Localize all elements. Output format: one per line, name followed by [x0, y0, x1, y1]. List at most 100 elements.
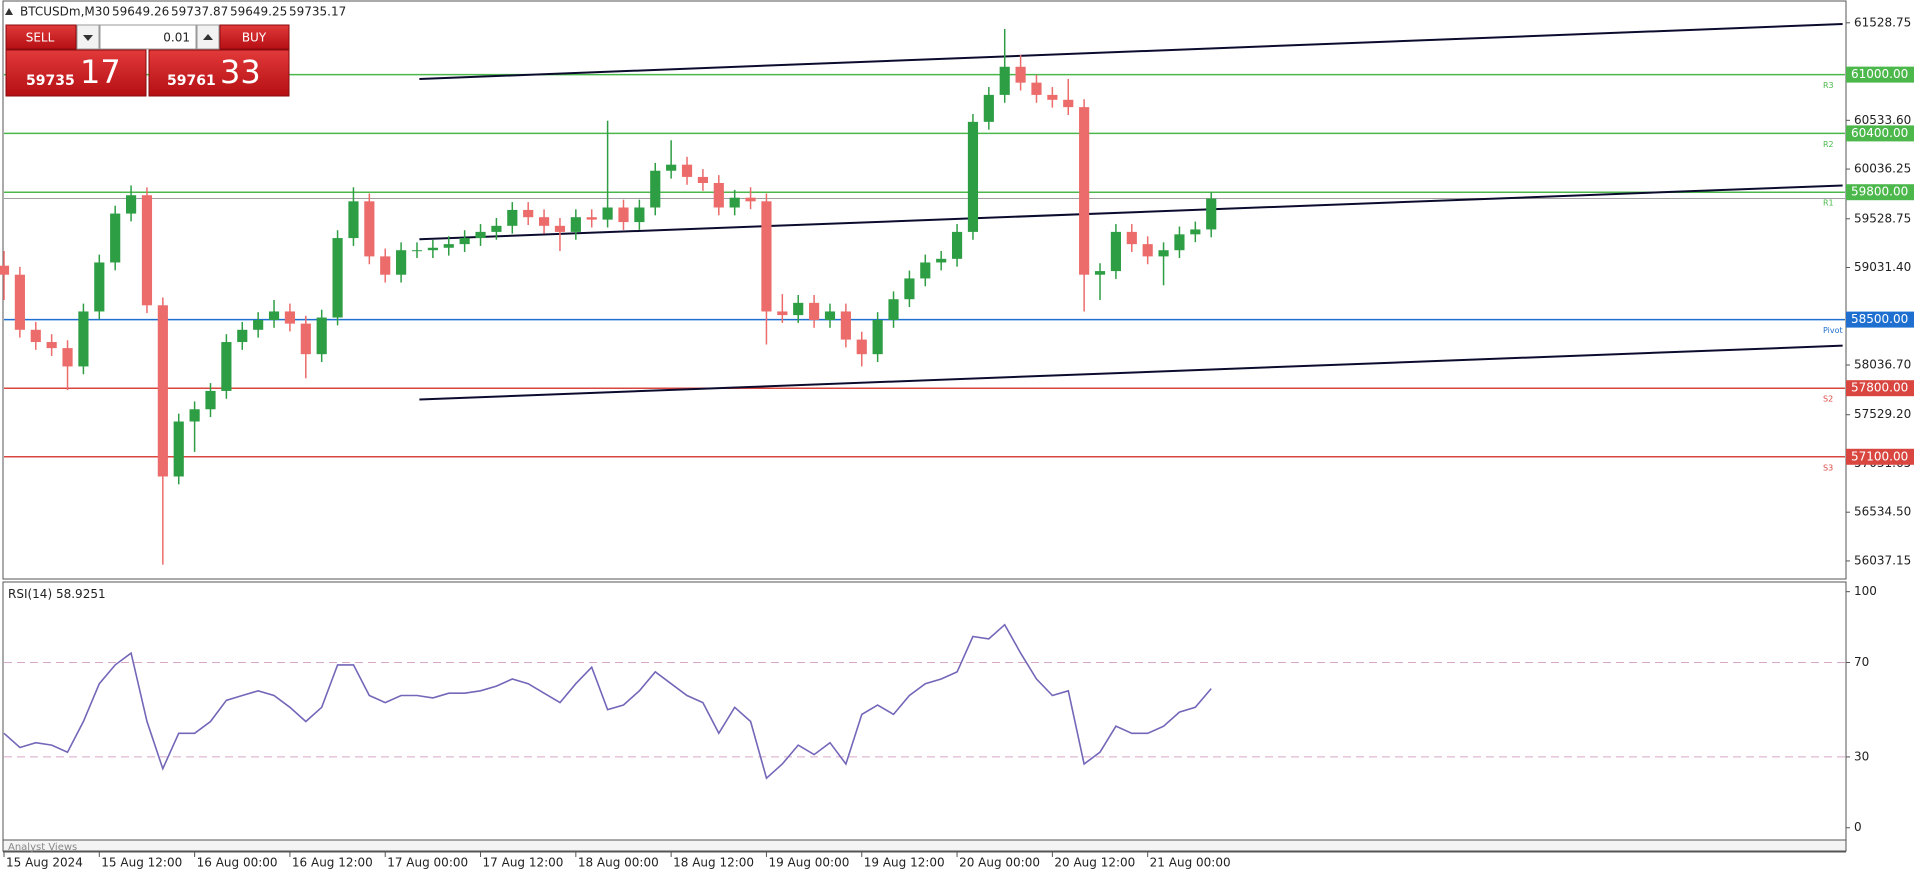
price-panel-frame — [2, 0, 1847, 580]
candle-body — [205, 390, 216, 410]
candle-body — [840, 311, 851, 340]
candle-body — [1142, 244, 1153, 257]
sell-price: 59735 — [26, 73, 75, 89]
candle-body — [650, 170, 661, 208]
candle-body — [1190, 229, 1201, 235]
x-tick-label: 17 Aug 12:00 — [483, 856, 564, 870]
candle-body — [666, 164, 677, 171]
candle-body — [364, 201, 375, 257]
quote-close: 59735.17 — [289, 5, 346, 19]
rsi-y-tick-label: 70 — [1854, 655, 1869, 669]
buy-button[interactable] — [219, 24, 290, 50]
x-tick-label: 19 Aug 00:00 — [768, 856, 849, 870]
analyst-views: Analyst Views — [8, 842, 77, 853]
x-tick-label: 18 Aug 00:00 — [578, 856, 659, 870]
candle-body — [1158, 250, 1169, 257]
candle-body — [237, 329, 248, 343]
candle-body — [904, 278, 915, 300]
collapse-arrow[interactable] — [5, 8, 13, 15]
y-tick-label: 57529.20 — [1854, 407, 1911, 421]
candle-body — [1174, 234, 1185, 251]
sell-label: SELL — [26, 31, 55, 45]
candle-body — [46, 342, 57, 349]
candle-body — [0, 265, 10, 275]
x-tick-label: 21 Aug 00:00 — [1150, 856, 1231, 870]
candle-body — [1206, 198, 1217, 230]
candle-body — [1047, 94, 1058, 100]
lot-down-icon — [83, 35, 93, 41]
candle-body — [1015, 66, 1026, 83]
candle-body — [332, 238, 343, 318]
plot-area: 61528.75 60533.60 60036.25 59528.75 59031.40… — [0, 15, 1914, 870]
trendline — [419, 344, 1843, 401]
candle-body — [316, 317, 327, 355]
y-tick-label: 56037.15 — [1854, 553, 1911, 567]
candle-body — [777, 311, 788, 316]
candle-body — [999, 66, 1010, 95]
candle-body — [888, 299, 899, 320]
y-tick-label: 59031.40 — [1854, 260, 1911, 274]
candle-body — [554, 225, 566, 232]
candle-body — [793, 302, 804, 316]
buy-price-box[interactable] — [148, 49, 290, 97]
candle-body — [761, 201, 772, 312]
candle-body — [586, 217, 597, 220]
candle-body — [173, 421, 184, 477]
trendline — [419, 184, 1843, 241]
candle-body — [602, 207, 613, 220]
sell-button[interactable] — [5, 24, 77, 50]
candle-body — [78, 311, 89, 367]
candle-body — [62, 348, 73, 367]
buy-price: 59761 — [167, 73, 216, 89]
candle-body — [856, 339, 867, 355]
candle-body — [1126, 231, 1137, 245]
y-tick-label: 60036.25 — [1854, 162, 1911, 176]
level-label-box — [1846, 184, 1914, 201]
level-label: 60400.00 — [1851, 126, 1908, 140]
candle-body — [94, 262, 105, 312]
level-label-box — [1846, 66, 1914, 83]
level-name: S3 — [1823, 463, 1833, 472]
candle-body — [681, 164, 693, 177]
level-name: S2 — [1823, 395, 1833, 404]
candle-body — [1063, 99, 1074, 108]
x-tick-label: 16 Aug 12:00 — [292, 856, 373, 870]
candle-body — [523, 209, 534, 218]
candle-body — [268, 311, 280, 320]
rsi-title: RSI(14) 58.9251 — [8, 587, 106, 601]
lot-input[interactable] — [99, 24, 197, 50]
level-name: Pivot — [1823, 326, 1843, 335]
rsi-y-tick-label: 0 — [1854, 820, 1862, 834]
candle-body — [141, 195, 153, 306]
level-label-box — [1846, 125, 1914, 142]
y-tick-label: 60533.60 — [1854, 113, 1911, 127]
candle-body — [491, 225, 502, 232]
candle-body — [745, 197, 756, 202]
candle-body — [284, 311, 296, 324]
quote-low: 59649.25 — [230, 5, 287, 19]
candle-body — [824, 311, 836, 320]
candle-body — [967, 121, 979, 232]
candle-body — [507, 209, 518, 226]
x-tick-label: 19 Aug 12:00 — [864, 856, 945, 870]
candle-body — [253, 319, 264, 330]
x-tick-label: 15 Aug 12:00 — [101, 856, 182, 870]
x-tick-label: 20 Aug 12:00 — [1054, 856, 1135, 870]
candle-body — [14, 274, 25, 330]
sell-price-box[interactable] — [5, 49, 147, 97]
x-tick-label: 17 Aug 00:00 — [387, 856, 468, 870]
y-tick-label: 58036.70 — [1854, 357, 1911, 371]
level-name: R2 — [1823, 140, 1834, 149]
candle-body — [920, 262, 931, 279]
candle-body — [951, 231, 963, 259]
candle-body — [1110, 231, 1121, 272]
candle-body — [459, 238, 470, 245]
candle-body — [983, 94, 994, 122]
candle-body — [30, 329, 41, 343]
symbol-title: BTCUSDm,M30 — [20, 5, 110, 19]
candle-body — [427, 247, 438, 251]
x-tick-label: 18 Aug 12:00 — [673, 856, 754, 870]
y-tick-label: 61528.75 — [1854, 15, 1911, 29]
level-label: 61000.00 — [1851, 67, 1908, 81]
y-tick-label: 59528.75 — [1854, 211, 1911, 225]
